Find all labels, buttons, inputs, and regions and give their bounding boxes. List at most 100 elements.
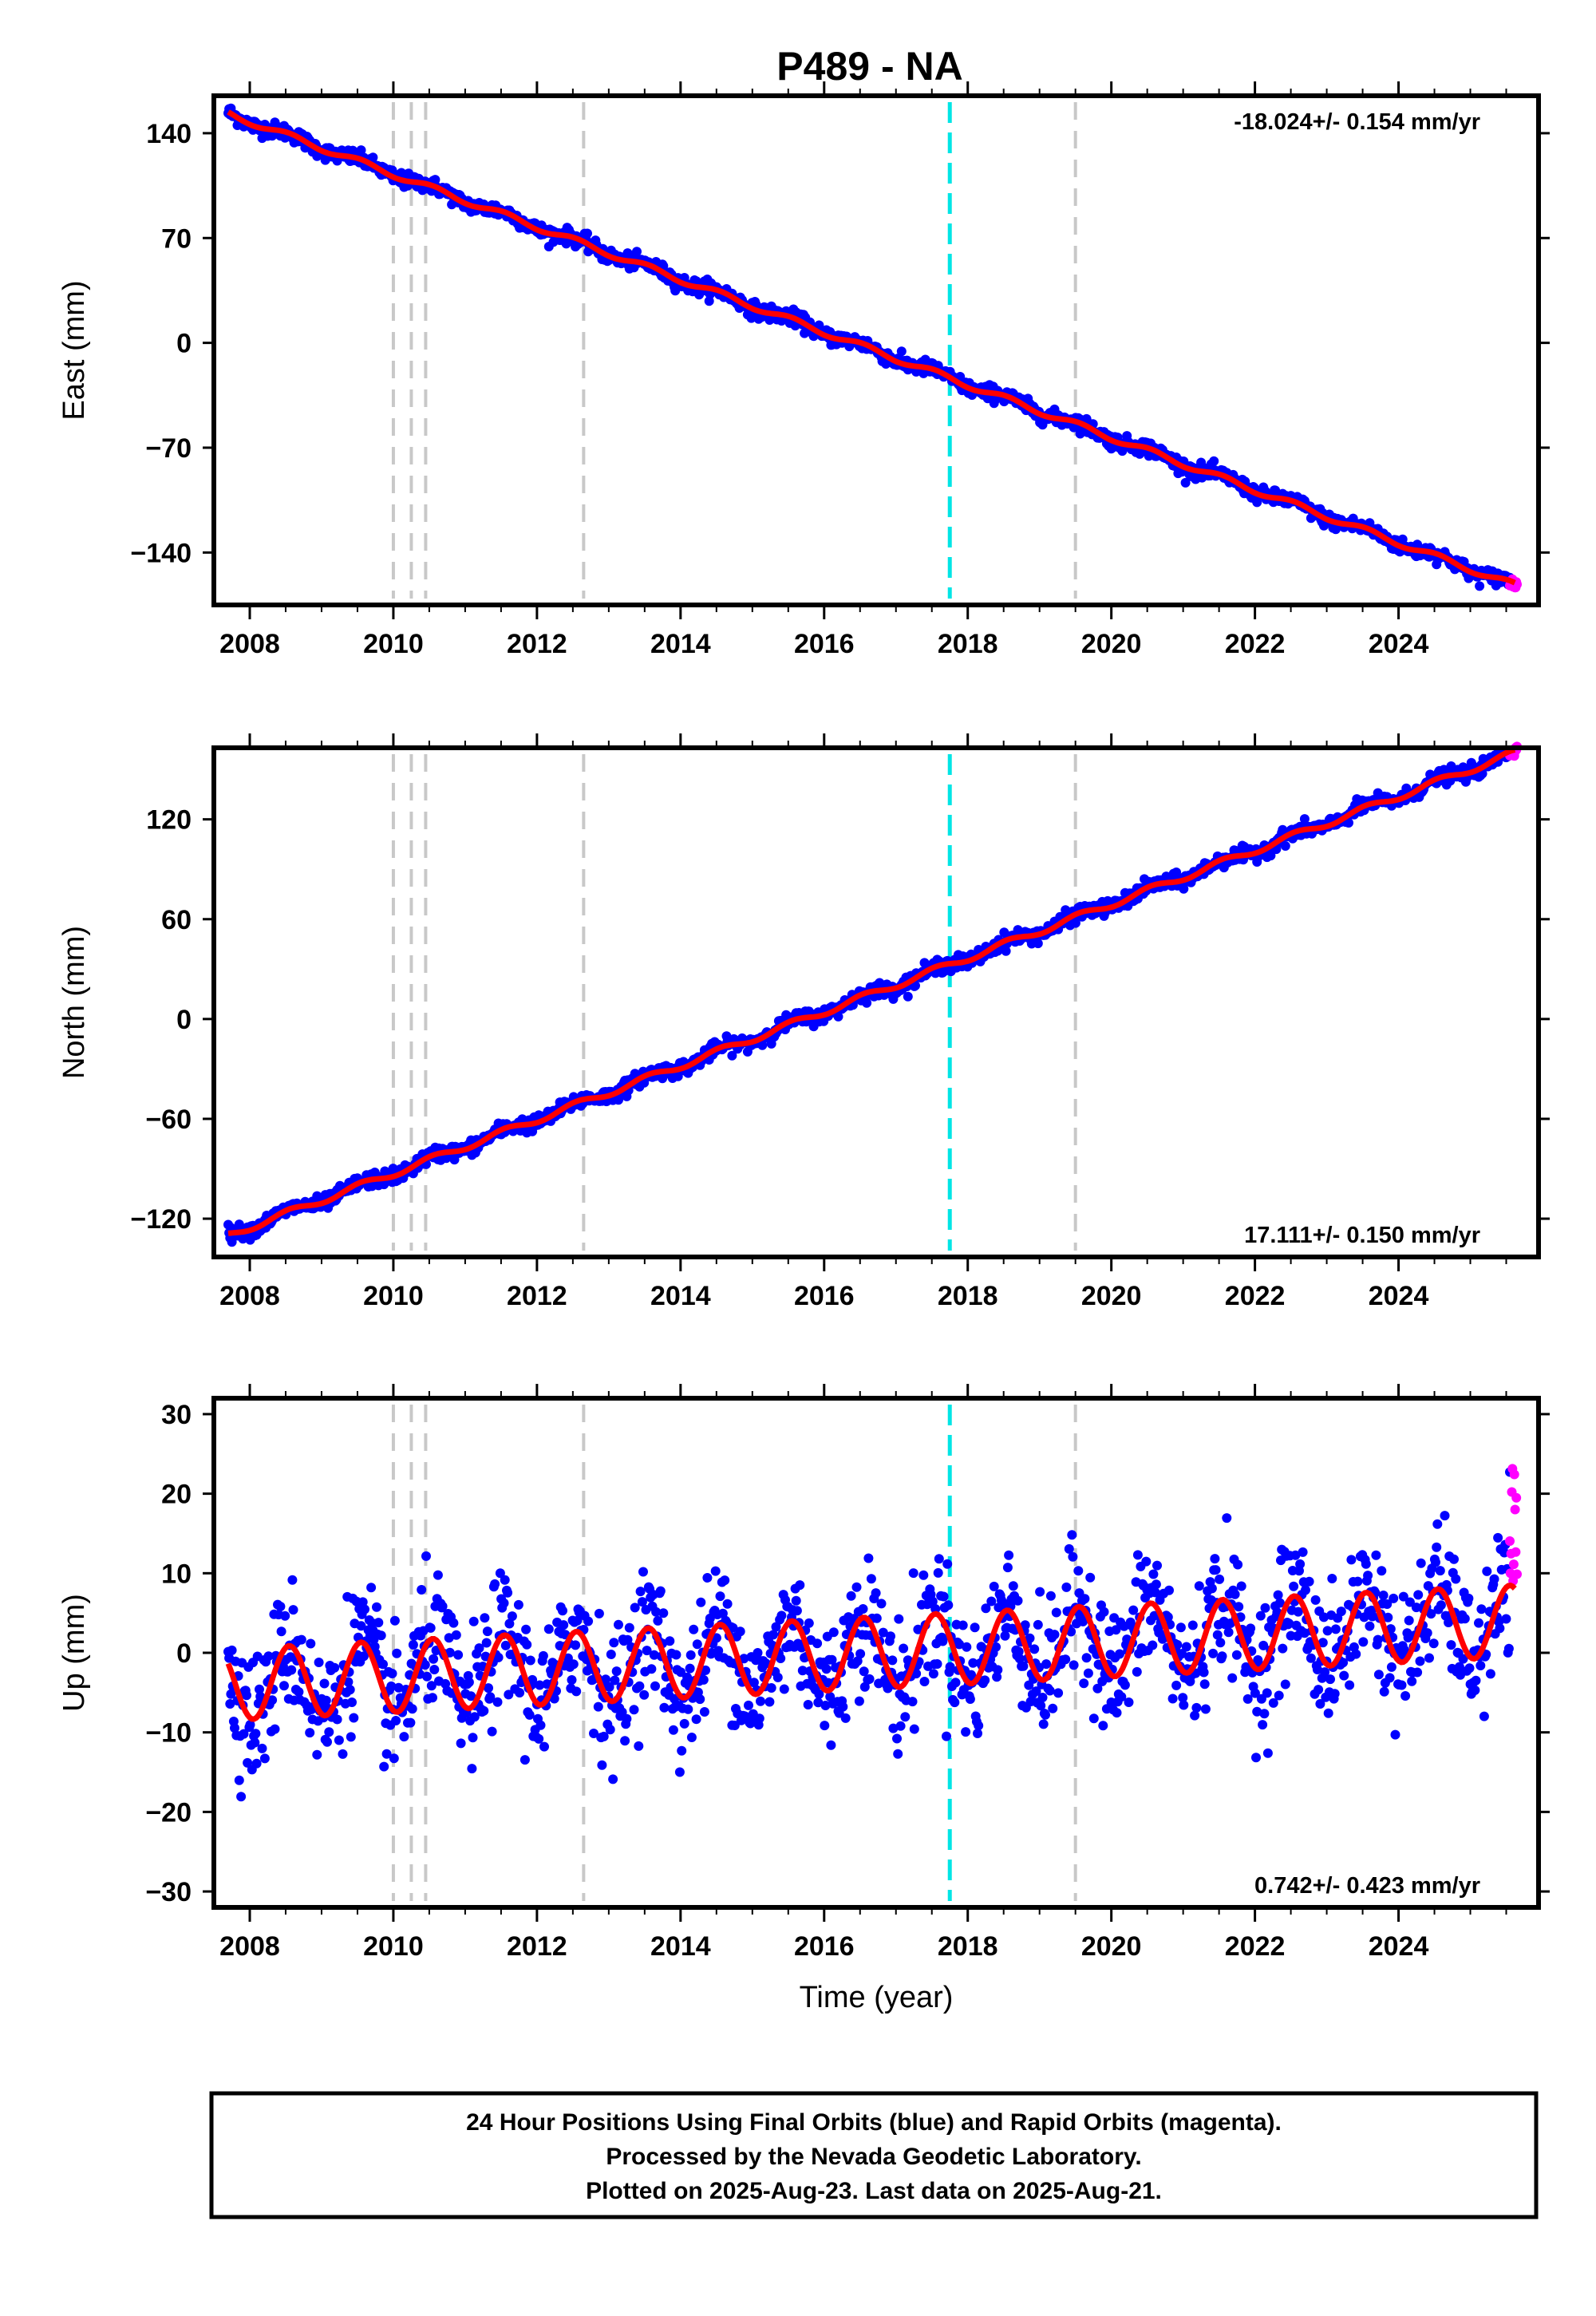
- final-orbit-point: [372, 1602, 381, 1612]
- final-orbit-point: [500, 1575, 510, 1585]
- final-orbit-point: [1128, 1605, 1139, 1615]
- final-orbit-point: [945, 1662, 955, 1672]
- final-orbit-point: [464, 1677, 474, 1687]
- final-orbit-point: [653, 1615, 663, 1626]
- final-orbit-point: [276, 1626, 286, 1637]
- final-orbit-point: [1495, 1623, 1505, 1634]
- final-orbit-point: [1346, 1555, 1357, 1565]
- final-orbit-point: [1503, 1643, 1514, 1654]
- final-orbit-point: [655, 1586, 666, 1596]
- y-tick-label: −20: [145, 1797, 192, 1828]
- final-orbit-point: [1217, 1651, 1227, 1662]
- final-orbit-point: [1339, 1670, 1349, 1681]
- final-orbit-point: [970, 1622, 980, 1633]
- final-orbit-point: [858, 1604, 868, 1614]
- final-orbit-point: [373, 1618, 384, 1628]
- final-orbit-point: [507, 1611, 517, 1622]
- final-orbit-point: [1363, 1571, 1373, 1581]
- final-orbit-point: [695, 1694, 705, 1705]
- final-orbit-point: [1171, 1680, 1182, 1690]
- final-orbit-point: [1378, 1591, 1389, 1600]
- final-orbit-point: [1209, 456, 1219, 466]
- velocity-label: 0.742+/- 0.423 mm/yr: [1254, 1873, 1480, 1899]
- final-orbit-point: [1451, 1574, 1461, 1584]
- final-orbit-point: [1152, 1560, 1162, 1571]
- final-orbit-point: [1151, 1579, 1161, 1590]
- final-orbit-point: [974, 1721, 984, 1731]
- final-orbit-point: [1258, 1720, 1268, 1730]
- x-tick-label: 2024: [1369, 1281, 1429, 1311]
- rapid-orbit-point: [1510, 1504, 1520, 1515]
- final-orbit-point: [481, 1638, 492, 1648]
- final-orbit-point: [499, 1598, 509, 1608]
- x-tick-label: 2010: [363, 1281, 424, 1311]
- final-orbit-point: [1314, 1685, 1324, 1695]
- final-orbit-point: [1336, 1607, 1346, 1617]
- final-orbit-point: [1371, 1550, 1381, 1560]
- final-orbit-point: [1416, 1558, 1426, 1568]
- final-orbit-point: [1085, 1572, 1096, 1583]
- final-orbit-point: [1385, 1673, 1395, 1683]
- final-orbit-point: [430, 175, 440, 185]
- final-orbit-point: [1330, 1624, 1341, 1634]
- y-tick-label: 140: [146, 119, 192, 149]
- final-orbit-point: [942, 1731, 951, 1741]
- final-orbit-point: [851, 1582, 862, 1592]
- final-orbit-point: [1061, 1582, 1072, 1592]
- x-tick-label: 2010: [363, 629, 424, 659]
- final-orbit-point: [1112, 1708, 1122, 1718]
- final-orbit-point: [1215, 1638, 1226, 1648]
- final-orbit-point: [433, 1570, 443, 1580]
- final-orbit-point: [234, 1775, 244, 1785]
- final-orbit-point: [1035, 1587, 1045, 1597]
- final-orbit-point: [899, 1643, 909, 1654]
- final-orbit-point: [634, 1681, 645, 1691]
- final-orbit-point: [608, 1774, 618, 1784]
- final-orbit-point: [1236, 1581, 1246, 1591]
- final-orbit-point: [692, 1639, 702, 1650]
- final-orbit-point: [1041, 1659, 1052, 1670]
- final-orbit-point: [958, 1620, 968, 1630]
- final-orbit-point: [812, 1638, 823, 1649]
- final-orbit-point: [1001, 946, 1011, 956]
- final-orbit-point: [1298, 1547, 1308, 1557]
- final-orbit-point: [866, 1574, 876, 1584]
- final-orbit-point: [1069, 1660, 1079, 1670]
- velocity-label: 17.111+/- 0.150 mm/yr: [1244, 1223, 1480, 1248]
- y-tick-label: −60: [145, 1105, 192, 1135]
- final-orbit-point: [422, 1671, 433, 1682]
- x-tick-label: 2010: [363, 1931, 424, 1962]
- final-orbit-point: [1222, 1513, 1232, 1524]
- final-orbit-point: [1080, 1594, 1090, 1604]
- final-orbit-point: [903, 991, 913, 1002]
- final-orbit-point: [543, 1624, 554, 1634]
- x-tick-label: 2014: [650, 1281, 711, 1311]
- final-orbit-point: [1327, 1574, 1337, 1583]
- final-orbit-point: [792, 1606, 802, 1616]
- final-orbit-point: [1251, 1753, 1261, 1763]
- final-orbit-point: [338, 1749, 348, 1759]
- x-tick-label: 2018: [938, 1931, 998, 1962]
- final-orbit-point: [1049, 1630, 1060, 1640]
- final-orbit-point: [312, 1749, 322, 1760]
- final-orbit-point: [862, 998, 872, 1008]
- final-orbit-point: [379, 1761, 389, 1772]
- final-orbit-point: [1476, 1661, 1486, 1670]
- final-orbit-point: [368, 152, 378, 163]
- final-orbit-point: [1345, 1680, 1355, 1690]
- final-orbit-point: [855, 1649, 866, 1659]
- final-orbit-point: [606, 1650, 616, 1659]
- final-orbit-point: [894, 1614, 904, 1624]
- final-orbit-point: [525, 1655, 535, 1666]
- final-orbit-point: [1431, 1557, 1440, 1567]
- final-orbit-point: [513, 1599, 523, 1610]
- final-orbit-point: [567, 1675, 577, 1685]
- final-orbit-point: [1301, 1585, 1310, 1595]
- x-tick-label: 2022: [1225, 1931, 1286, 1962]
- final-orbit-point: [1322, 1626, 1333, 1636]
- final-orbit-point: [918, 1570, 929, 1580]
- final-orbit-point: [559, 1620, 569, 1630]
- final-orbit-point: [482, 1626, 492, 1637]
- y-tick-label: 0: [176, 329, 192, 359]
